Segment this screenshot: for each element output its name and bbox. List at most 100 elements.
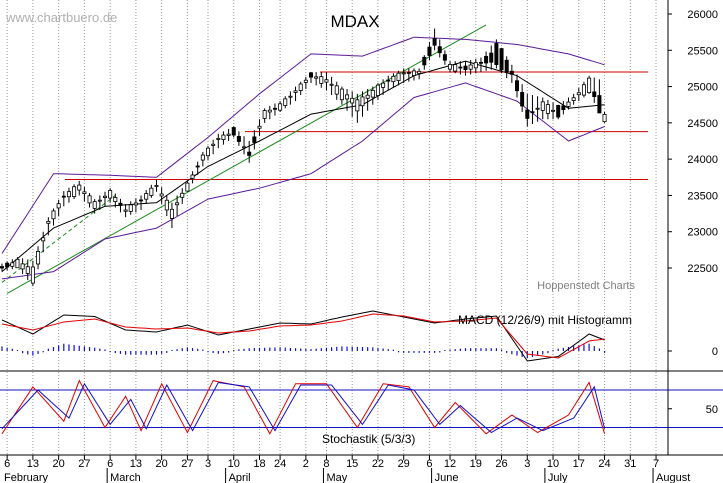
candle-body bbox=[169, 208, 174, 219]
candle-body bbox=[0, 266, 4, 269]
x-tick-label: 24 bbox=[274, 458, 286, 470]
x-tick-label: 27 bbox=[78, 458, 90, 470]
month-label: May bbox=[326, 472, 347, 483]
candle-body bbox=[432, 38, 437, 46]
candle-body bbox=[278, 103, 283, 111]
candle-body bbox=[293, 90, 298, 93]
month-label: March bbox=[110, 472, 141, 483]
x-tick-label: 7 bbox=[653, 458, 659, 470]
x-tick-label: 12 bbox=[444, 458, 456, 470]
x-tick-label: 3 bbox=[524, 458, 530, 470]
stochastic-panel bbox=[0, 379, 723, 435]
candle-body bbox=[92, 201, 97, 209]
month-label: July bbox=[548, 472, 568, 483]
candle-body bbox=[581, 84, 586, 96]
candle-body bbox=[458, 66, 463, 69]
candle-body bbox=[540, 101, 545, 111]
price-tick-label: 24000 bbox=[687, 154, 718, 166]
x-tick-label: 31 bbox=[624, 458, 636, 470]
price-tick-label: 26000 bbox=[687, 9, 718, 21]
x-tick-label: 29 bbox=[398, 458, 410, 470]
candle-body bbox=[175, 202, 180, 206]
candle-body bbox=[46, 221, 51, 224]
x-axis: 6 13 20 27 6 13 20 27 3 10 18 24 2 8 15 22 29 6 12 19 26 3 10 1… bbox=[4, 455, 690, 483]
candle-body bbox=[360, 96, 365, 107]
month-label: February bbox=[4, 472, 49, 483]
candle-body bbox=[308, 72, 313, 78]
x-tick-label: 18 bbox=[253, 458, 265, 470]
candle-body bbox=[221, 134, 226, 140]
macd-tick-label: 0 bbox=[712, 346, 718, 358]
candle-body bbox=[551, 109, 556, 112]
x-tick-label: 22 bbox=[372, 458, 384, 470]
candle-body bbox=[484, 55, 489, 64]
candle-body bbox=[66, 191, 71, 198]
candle-body bbox=[463, 65, 468, 70]
candle-body bbox=[97, 199, 102, 202]
candle-body bbox=[257, 125, 262, 129]
candle-body bbox=[272, 107, 277, 110]
candle-body bbox=[82, 191, 87, 195]
candle-body bbox=[72, 186, 77, 197]
candle-body bbox=[391, 75, 396, 83]
price-panel bbox=[0, 24, 648, 294]
candle-body bbox=[185, 182, 190, 192]
x-tick-label: 2 bbox=[303, 458, 309, 470]
stochastic-label: Stochastik (5/3/3) bbox=[322, 432, 415, 446]
candle-body bbox=[298, 83, 303, 91]
x-tick-label: 15 bbox=[346, 458, 358, 470]
price-tick-label: 23000 bbox=[687, 227, 718, 239]
candle-body bbox=[149, 187, 154, 196]
x-tick-label: 24 bbox=[598, 458, 610, 470]
axes: 22500 23000 23500 24000 24500 25000 25500 26000… bbox=[0, 0, 723, 456]
candle-body bbox=[442, 54, 447, 61]
candle-body bbox=[381, 82, 386, 88]
candle-body bbox=[396, 72, 401, 82]
month-label: April bbox=[229, 472, 251, 483]
candle-body bbox=[87, 195, 92, 204]
candle-body bbox=[144, 193, 149, 200]
candle-body bbox=[226, 133, 231, 136]
candle-body bbox=[417, 70, 422, 74]
candle-body bbox=[51, 210, 56, 220]
candle-body bbox=[530, 111, 535, 114]
candle-body bbox=[365, 94, 370, 99]
candle-body bbox=[113, 197, 118, 203]
x-tick-label: 8 bbox=[323, 458, 329, 470]
candle-body bbox=[103, 195, 108, 198]
candle-body bbox=[77, 184, 82, 191]
candle-body bbox=[190, 174, 195, 179]
candle-body bbox=[515, 80, 520, 92]
candle-body bbox=[205, 147, 210, 157]
candle-body bbox=[453, 64, 458, 72]
candle-body bbox=[314, 76, 319, 79]
bollinger-lower bbox=[1, 82, 605, 280]
candle-body bbox=[411, 70, 416, 76]
month-label: June bbox=[435, 472, 459, 483]
stochastic-d-line bbox=[1, 381, 606, 434]
candle-body bbox=[216, 138, 221, 140]
candle-body bbox=[133, 202, 138, 206]
x-tick-label: 13 bbox=[27, 458, 39, 470]
x-tick-label: 10 bbox=[547, 458, 559, 470]
candle-body bbox=[386, 79, 391, 82]
price-tick-label: 22500 bbox=[687, 263, 718, 275]
candle-body bbox=[448, 64, 453, 70]
candle-body bbox=[370, 89, 375, 98]
stochastic-k-line bbox=[1, 379, 606, 435]
x-tick-label: 26 bbox=[495, 458, 507, 470]
trendline bbox=[6, 24, 487, 294]
candle-body bbox=[339, 88, 344, 101]
candle-body bbox=[422, 56, 427, 66]
candle-body bbox=[247, 151, 252, 156]
candle-body bbox=[36, 250, 41, 265]
candle-body bbox=[350, 97, 355, 104]
candle-body bbox=[556, 105, 561, 118]
x-tick-label: 6 bbox=[107, 458, 113, 470]
candle-body bbox=[303, 79, 308, 83]
price-tick-label: 25500 bbox=[687, 45, 718, 57]
candle-body bbox=[427, 46, 432, 56]
candle-body bbox=[406, 72, 411, 74]
candle-body bbox=[118, 202, 123, 206]
